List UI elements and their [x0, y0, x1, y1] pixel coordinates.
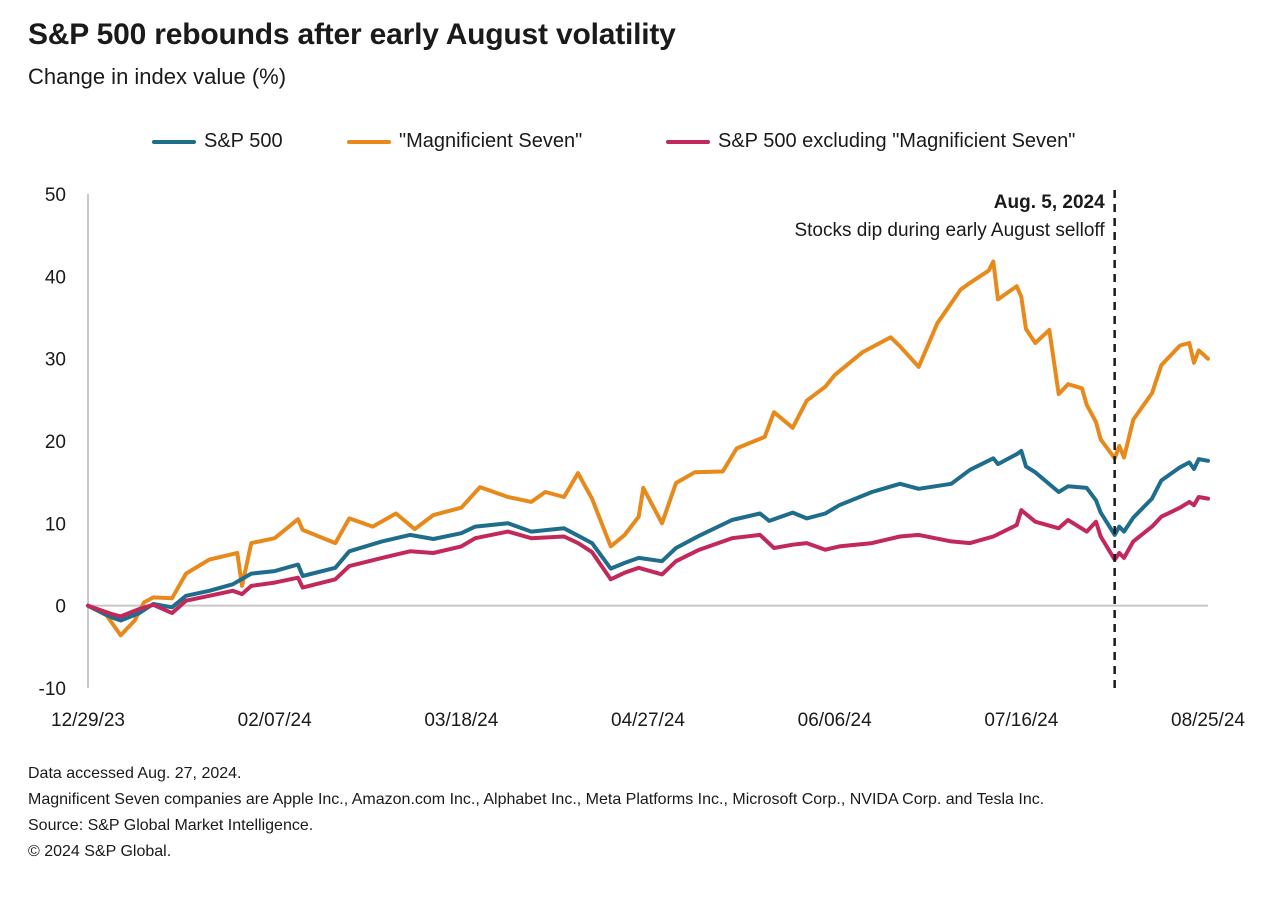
- x-tick-label: 12/29/23: [51, 710, 125, 731]
- line-chart: -10 0 10 20 30 40 50 12/29/23 02/07/24 03/18/24 0…: [39, 185, 1246, 731]
- x-tick-label: 06/06/24: [798, 710, 872, 731]
- legend-swatch-mag7: [347, 139, 391, 144]
- note-source: Source: S&P Global Market Intelligence.: [28, 817, 314, 834]
- y-tick-label: 10: [45, 514, 66, 535]
- series-line-mag7: [86, 259, 1210, 638]
- x-tick-label: 04/27/24: [611, 710, 685, 731]
- x-tick-label: 07/16/24: [984, 710, 1058, 731]
- y-tick-label: 20: [45, 432, 66, 453]
- chart-notes: Data accessed Aug. 27, 2024. Magnificent…: [28, 764, 1258, 868]
- y-tick-label: 30: [45, 350, 66, 371]
- y-tick-label: -10: [39, 679, 66, 700]
- y-axis: -10 0 10 20 30 40 50: [39, 185, 66, 700]
- x-tick-label: 08/25/24: [1171, 710, 1245, 731]
- y-tick-label: 0: [55, 597, 66, 618]
- legend-label-sp500: S&P 500: [204, 130, 283, 152]
- x-axis: 12/29/23 02/07/24 03/18/24 04/27/24 06/06/24…: [51, 710, 1245, 731]
- note-copyright: © 2024 S&P Global.: [28, 843, 172, 860]
- annotation-title: Aug. 5, 2024: [994, 192, 1105, 213]
- note-companies: Magnificent Seven companies are Apple In…: [28, 791, 1045, 808]
- x-tick-label: 03/18/24: [424, 710, 498, 731]
- legend-item-sp500: S&P 500: [152, 130, 283, 153]
- series-line-sp500-ex-mag7: [86, 495, 1210, 619]
- legend-item-sp500-ex-mag7: S&P 500 excluding "Magnificient Seven": [666, 130, 1075, 153]
- y-tick-label: 50: [45, 185, 66, 206]
- chart-legend: S&P 500 "Magnificient Seven" S&P 500 exc…: [0, 130, 1280, 160]
- legend-swatch-sp500: [152, 139, 196, 144]
- x-tick-label: 02/07/24: [238, 710, 312, 731]
- y-tick-label: 40: [45, 267, 66, 288]
- annotation-text: Stocks dip during early August selloff: [794, 220, 1105, 241]
- series-line-sp500: [86, 448, 1210, 623]
- series-group: [86, 259, 1210, 638]
- legend-label-mag7: "Magnificient Seven": [399, 130, 583, 152]
- chart-title: S&P 500 rebounds after early August vola…: [28, 18, 676, 51]
- chart-subtitle: Change in index value (%): [28, 64, 287, 89]
- legend-label-sp500-ex-mag7: S&P 500 excluding "Magnificient Seven": [718, 130, 1076, 152]
- note-accessed: Data accessed Aug. 27, 2024.: [28, 765, 242, 782]
- legend-swatch-sp500-ex-mag7: [666, 139, 710, 144]
- legend-item-mag7: "Magnificient Seven": [347, 130, 582, 153]
